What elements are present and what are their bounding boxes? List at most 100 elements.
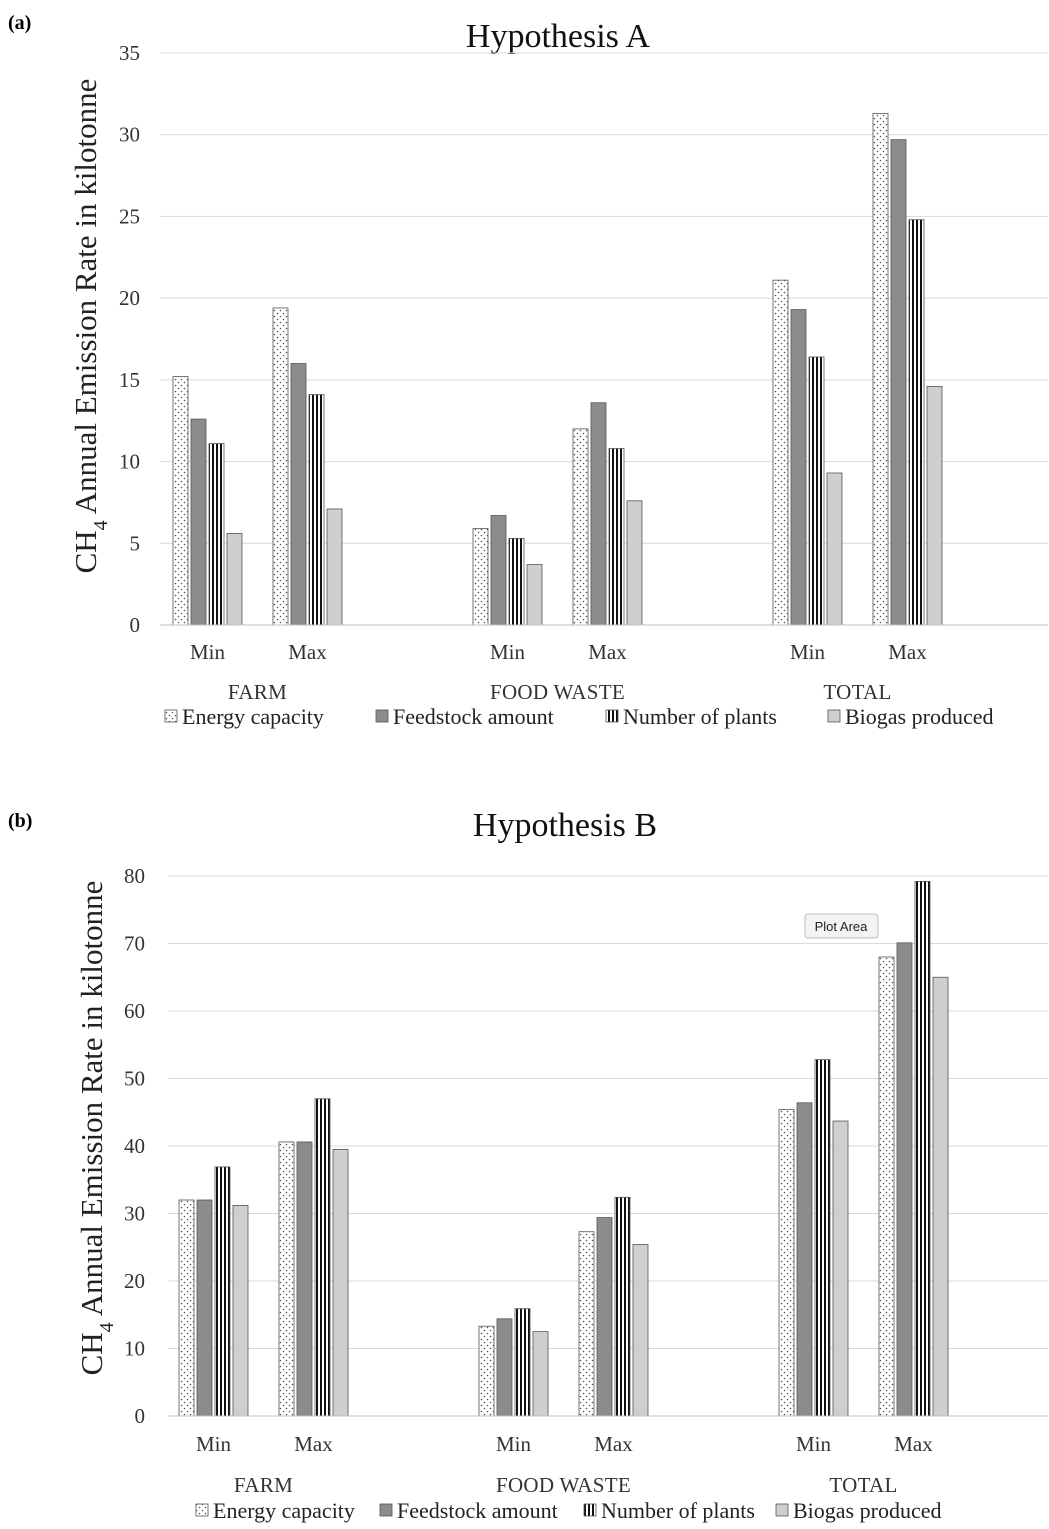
y-axis-label-a-rest: Annual Emission Rate in kilotonne	[68, 79, 103, 521]
legend-swatch-feedstock-amount	[375, 709, 389, 723]
chart-panel-a: (a) Hypothesis A CH4 Annual Emission Rat…	[8, 12, 1048, 729]
y-tick-label: 25	[119, 204, 140, 228]
bar-energy-capacity	[472, 528, 489, 626]
y-tick-label: 35	[119, 41, 140, 65]
bars-b	[178, 881, 949, 1417]
bar-number-of-plants	[814, 1059, 831, 1417]
x-groups-a: FARM FOOD WASTE TOTAL	[228, 680, 891, 704]
y-tick-label: 0	[130, 613, 141, 637]
y-tick-label: 30	[119, 123, 140, 147]
x-category-label: Max	[894, 1432, 933, 1456]
bar-feedstock-amount	[296, 1141, 313, 1417]
bar-biogas-produced	[926, 385, 943, 626]
legend-label-energy-capacity: Energy capacity	[182, 704, 324, 729]
bar-number-of-plants	[214, 1166, 231, 1417]
bar-energy-capacity	[172, 376, 189, 626]
bar-feedstock-amount	[596, 1217, 613, 1417]
y-tick-label: 30	[124, 1202, 145, 1226]
y-ticks-b: 0 10 20 30 40 50 60 70 80	[124, 864, 145, 1428]
y-axis-label-a: CH4 Annual Emission Rate in kilotonne	[68, 79, 112, 574]
x-category-label: Max	[288, 640, 327, 664]
bar-number-of-plants	[514, 1308, 531, 1417]
bar-number-of-plants	[208, 443, 225, 626]
bar-biogas-produced	[226, 533, 243, 626]
x-category-label: Max	[594, 1432, 633, 1456]
x-group-label: TOTAL	[829, 1473, 897, 1497]
x-category-label: Min	[196, 1432, 232, 1456]
legend-a: Energy capacity Feedstock amount Number of…	[164, 704, 993, 729]
bar-energy-capacity	[872, 113, 889, 626]
x-category-label: Min	[190, 640, 226, 664]
bar-feedstock-amount	[490, 515, 507, 626]
chart-title-a: Hypothesis A	[466, 18, 651, 55]
y-tick-label: 20	[124, 1269, 145, 1293]
x-category-label: Min	[796, 1432, 832, 1456]
gridlines-a	[160, 52, 1048, 544]
bar-biogas-produced	[626, 500, 643, 626]
bar-energy-capacity	[178, 1199, 195, 1417]
bar-feedstock-amount	[896, 942, 913, 1417]
bar-number-of-plants	[308, 394, 325, 626]
legend-swatch-biogas-produced	[775, 1503, 789, 1517]
y-tick-label: 10	[119, 450, 140, 474]
bar-feedstock-amount	[496, 1318, 513, 1417]
bar-feedstock-amount	[290, 363, 307, 626]
bar-feedstock-amount	[796, 1102, 813, 1417]
bar-number-of-plants	[914, 881, 931, 1417]
bar-biogas-produced	[932, 976, 949, 1417]
legend-label-number-of-plants: Number of plants	[601, 1498, 755, 1523]
bar-biogas-produced	[532, 1331, 549, 1417]
legend-label-number-of-plants: Number of plants	[623, 704, 777, 729]
x-group-label: TOTAL	[823, 680, 891, 704]
plot-area-tooltip: Plot Area	[804, 913, 879, 939]
bar-biogas-produced	[826, 472, 843, 626]
x-category-label: Max	[588, 640, 627, 664]
legend-label-energy-capacity: Energy capacity	[213, 1498, 355, 1523]
legend-label-biogas-produced: Biogas produced	[845, 704, 993, 729]
bar-biogas-produced	[232, 1205, 249, 1417]
y-axis-label-b-rest: Annual Emission Rate in kilotonne	[74, 881, 109, 1323]
x-category-label: Max	[294, 1432, 333, 1456]
tooltip-text: Plot Area	[815, 919, 869, 934]
legend-swatch-energy-capacity	[195, 1503, 209, 1517]
bar-number-of-plants	[608, 448, 625, 626]
y-tick-label: 50	[124, 1067, 145, 1091]
x-groups-b: FARM FOOD WASTE TOTAL	[234, 1473, 897, 1497]
legend-swatch-number-of-plants	[605, 709, 619, 723]
y-axis-label-b-sub: 4	[96, 1322, 118, 1332]
legend-label-feedstock-amount: Feedstock amount	[397, 1498, 558, 1523]
bar-feedstock-amount	[590, 402, 607, 626]
panel-label-b: (b)	[8, 810, 32, 832]
x-category-label: Max	[888, 640, 927, 664]
legend-swatch-biogas-produced	[827, 709, 841, 723]
x-categories-b: Min Max Min Max Min Max	[196, 1432, 933, 1456]
bar-energy-capacity	[778, 1109, 795, 1417]
chart-panel-b: (b) Hypothesis B CH4 Annual Emission Rat…	[8, 807, 1048, 1523]
y-axis-label-a-main: CH	[68, 530, 103, 573]
x-group-label: FARM	[234, 1473, 293, 1497]
bar-biogas-produced	[332, 1148, 349, 1417]
x-group-label: FARM	[228, 680, 287, 704]
bar-energy-capacity	[878, 956, 895, 1417]
bar-biogas-produced	[326, 508, 343, 626]
bar-energy-capacity	[772, 279, 789, 626]
bar-biogas-produced	[632, 1244, 649, 1417]
bar-number-of-plants	[508, 537, 525, 626]
y-tick-label: 60	[124, 999, 145, 1023]
y-tick-label: 10	[124, 1337, 145, 1361]
bar-number-of-plants	[808, 356, 825, 626]
bars-a	[172, 113, 943, 626]
legend-b: Energy capacity Feedstock amount Number of…	[195, 1498, 941, 1523]
bar-feedstock-amount	[790, 309, 807, 626]
x-category-label: Min	[490, 640, 526, 664]
y-axis-label-a-sub: 4	[90, 520, 112, 530]
bar-number-of-plants	[314, 1098, 331, 1417]
bar-feedstock-amount	[190, 418, 207, 626]
bar-energy-capacity	[578, 1231, 595, 1417]
bar-energy-capacity	[478, 1325, 495, 1417]
tooltip-box	[804, 913, 879, 939]
legend-swatch-feedstock-amount	[379, 1503, 393, 1517]
y-tick-label: 20	[119, 286, 140, 310]
bar-feedstock-amount	[196, 1199, 213, 1417]
bar-biogas-produced	[526, 564, 543, 626]
